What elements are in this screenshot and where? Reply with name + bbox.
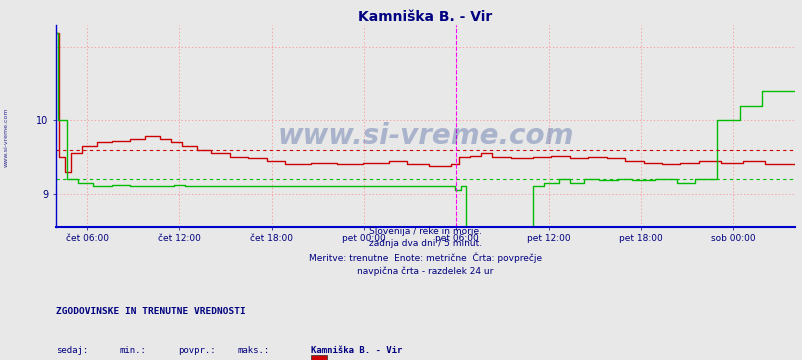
- Text: maks.:: maks.:: [237, 346, 269, 355]
- Text: ZGODOVINSKE IN TRENUTNE VREDNOSTI: ZGODOVINSKE IN TRENUTNE VREDNOSTI: [56, 307, 245, 316]
- Text: www.si-vreme.com: www.si-vreme.com: [277, 122, 573, 150]
- Text: povpr.:: povpr.:: [178, 346, 216, 355]
- Title: Kamniška B. - Vir: Kamniška B. - Vir: [358, 10, 492, 24]
- Text: Kamniška B. - Vir: Kamniška B. - Vir: [310, 346, 402, 355]
- Text: www.si-vreme.com: www.si-vreme.com: [4, 107, 9, 167]
- Text: sedaj:: sedaj:: [56, 346, 88, 355]
- Bar: [310, 355, 327, 360]
- Text: Slovenija / reke in morje.
zadnja dva dni / 5 minut.
Meritve: trenutne  Enote: m: Slovenija / reke in morje. zadnja dva dn…: [309, 226, 541, 276]
- Text: min.:: min.:: [119, 346, 146, 355]
